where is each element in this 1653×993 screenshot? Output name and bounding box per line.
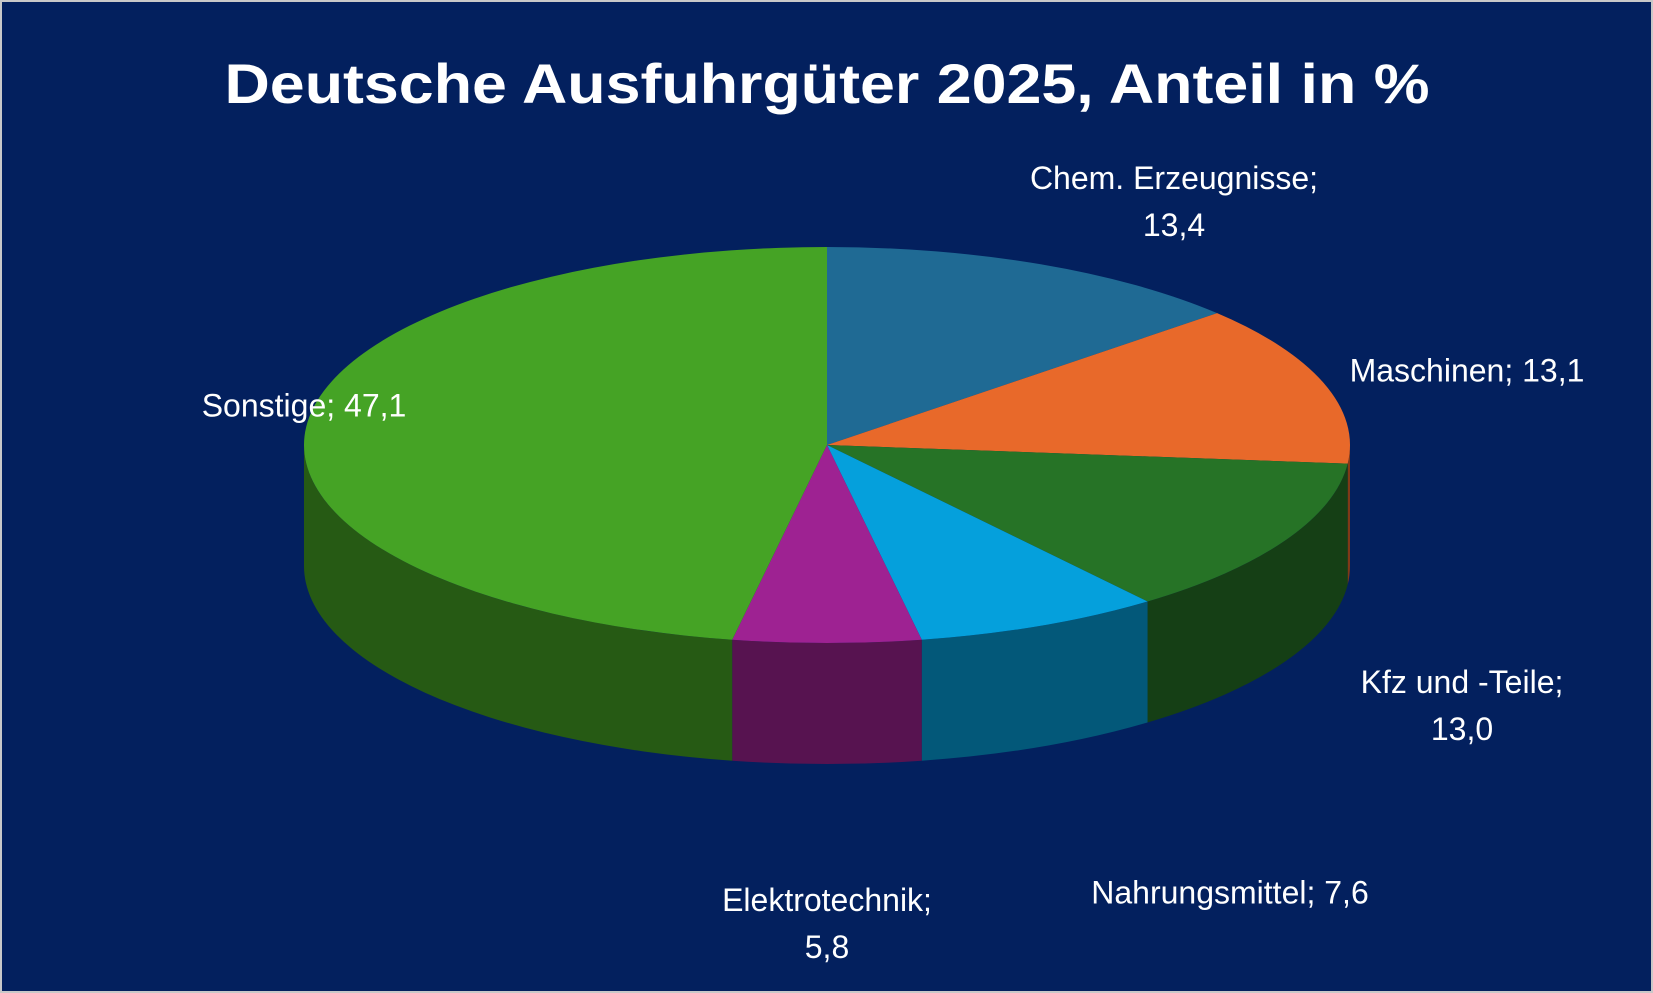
label-separator: ; [326, 387, 336, 424]
slice [827, 445, 1148, 640]
label-separator: ; [1306, 874, 1316, 911]
slice-side [732, 639, 922, 764]
label-category: Chem. Erzeugnisse [1029, 160, 1310, 196]
data-label: Elektrotechnik; 5,8 [697, 877, 957, 971]
data-label: Maschinen; 13,1 [1307, 348, 1627, 395]
label-category: Elektrotechnik [722, 882, 924, 918]
data-label: Chem. Erzeugnisse; 13,4 [1024, 155, 1324, 249]
label-value: 13,0 [1430, 711, 1494, 747]
slice-side [1147, 463, 1348, 723]
label-separator: ; [1504, 352, 1514, 389]
slice-side [304, 445, 733, 761]
slice [827, 247, 1218, 445]
label-value: 13,4 [1142, 207, 1206, 243]
slice-sides [304, 445, 1350, 764]
slice-side [921, 601, 1148, 761]
data-label: Nahrungsmittel; 7,6 [1090, 870, 1370, 917]
label-value: 5,8 [804, 929, 850, 965]
data-label: Sonstige; 47,1 [154, 383, 454, 430]
label-value: 7,6 [1324, 874, 1369, 911]
slice [732, 445, 922, 644]
label-separator: ; [923, 882, 932, 918]
slice [827, 313, 1350, 464]
slice [303, 247, 827, 640]
label-category: Sonstige [201, 387, 327, 424]
label-category: Kfz und -Teile [1360, 664, 1555, 700]
label-separator: ; [1309, 160, 1319, 196]
label-category: Maschinen [1349, 352, 1505, 389]
slice-side [1347, 445, 1350, 585]
label-category: Nahrungsmittel [1091, 874, 1307, 911]
chart-title: Deutsche Ausfuhrgüter 2025, Anteil in % [225, 52, 1430, 115]
label-value: 13,1 [1522, 352, 1585, 389]
data-label: Kfz und -Teile; 13,0 [1342, 659, 1582, 753]
label-separator: ; [1554, 664, 1564, 700]
label-value: 47,1 [344, 387, 407, 424]
slice [827, 445, 1348, 602]
